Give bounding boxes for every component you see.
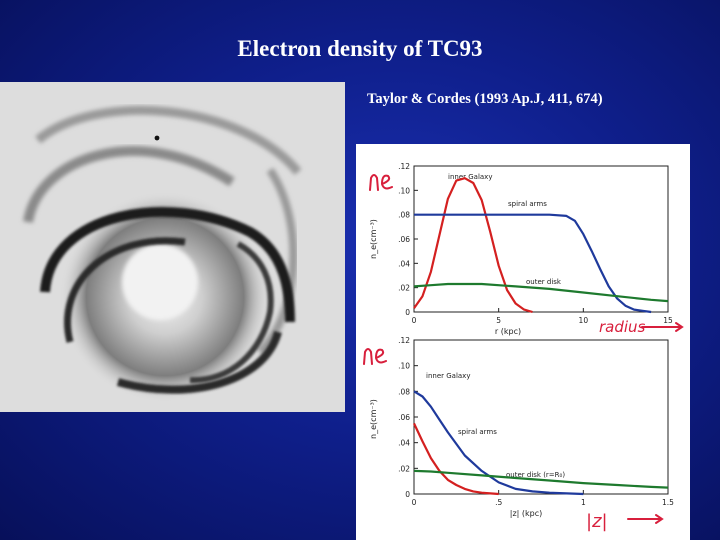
series-line-spiral-0 — [414, 213, 652, 314]
ytick-label: .10 — [398, 186, 410, 195]
xtick-label: 0 — [412, 498, 417, 507]
xtick-label: 0 — [412, 316, 417, 325]
handwritten-notes — [363, 174, 684, 524]
sun-marker — [154, 135, 160, 141]
ytick-label: .02 — [398, 464, 410, 473]
series-line-inner-0 — [413, 177, 533, 314]
bottom-xlabel: |z| (kpc) — [510, 509, 542, 518]
galaxy-density-image — [0, 82, 345, 412]
bottom-annot-spiral: spiral arms — [458, 428, 497, 436]
outer-arm-1 — [35, 105, 302, 175]
bottom-annot-inner: inner Galaxy — [426, 372, 470, 380]
xtick-label: 10 — [579, 316, 589, 325]
series-line-spiral-1 — [413, 390, 584, 496]
series-line-outer-0 — [413, 282, 669, 303]
ytick-label: .06 — [398, 235, 410, 244]
ytick-label: .10 — [398, 362, 410, 371]
ytick-label: .12 — [398, 162, 410, 171]
ytick-label: .12 — [398, 336, 410, 345]
spiral-arm-3 — [116, 330, 282, 394]
bottom-ylabel: n_e(cm⁻³) — [369, 399, 378, 439]
slide-title: Electron density of TC93 — [237, 36, 483, 61]
xtick-label: 1 — [581, 498, 586, 507]
bottom-annot-outer: outer disk (r=R₀) — [506, 471, 565, 479]
ytick-label: .08 — [398, 211, 410, 220]
series-line-inner-1 — [413, 422, 499, 496]
ytick-label: .04 — [398, 259, 410, 268]
citation: Taylor & Cordes (1993 Ap.J, 411, 674) — [367, 91, 603, 107]
ytick-label: .02 — [398, 284, 410, 293]
handwritten-ne-bottom — [363, 348, 387, 365]
top-annot-spiral: spiral arms — [508, 200, 547, 208]
spiral-arm-1 — [40, 207, 295, 323]
ytick-label: 0 — [405, 308, 410, 317]
top-plot: .12 .10 .08 .06 .04 .02 0 0 5 10 15 n_e(cm⁻³) r (… — [369, 162, 673, 336]
spiral-arm-4 — [189, 241, 274, 384]
handwritten-ne-top — [369, 174, 393, 191]
plot-panel: .12.10.08.06.04.020 0 5 10 15 n_e(cm⁻³) r (… — [356, 144, 690, 540]
ytick-label: .06 — [398, 413, 410, 422]
top-ylabel: n_e(cm⁻³) — [369, 219, 378, 259]
handwritten-z-arrow — [627, 514, 664, 524]
ytick-label: 0 — [405, 490, 410, 499]
ytick-label: .04 — [398, 439, 410, 448]
xtick-label: 1.5 — [662, 498, 674, 507]
spiral-arm-2 — [64, 237, 186, 343]
top-annot-inner: inner Galaxy — [448, 173, 492, 181]
top-xlabel: r (kpc) — [495, 327, 521, 336]
xtick-label: 5 — [496, 316, 501, 325]
xtick-label: 15 — [663, 316, 673, 325]
outer-arm-2 — [23, 146, 235, 223]
ytick-label: .08 — [398, 387, 410, 396]
series-line-outer-1 — [413, 469, 669, 489]
handwritten-radius-arrow — [641, 322, 684, 332]
top-annot-outer: outer disk — [526, 278, 562, 286]
bottom-plot: .12 .10 .08 .06 .04 .02 0 0 .5 1 1.5 n_e(cm⁻³) |z… — [369, 336, 674, 518]
handwritten-z-label: |z| — [586, 511, 608, 532]
xtick-label: .5 — [495, 498, 502, 507]
handwritten-radius-label: radius — [599, 318, 646, 336]
